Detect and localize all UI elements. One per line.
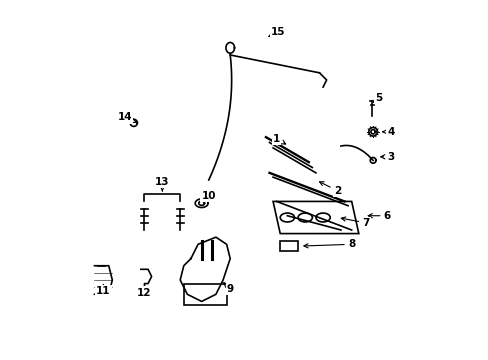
Text: 5: 5 bbox=[372, 93, 381, 103]
Text: 3: 3 bbox=[380, 152, 394, 162]
Text: 10: 10 bbox=[201, 191, 216, 201]
Text: 12: 12 bbox=[137, 286, 151, 297]
Text: 4: 4 bbox=[382, 127, 394, 137]
Text: 7: 7 bbox=[341, 217, 369, 228]
Text: 2: 2 bbox=[319, 182, 340, 196]
Text: 9: 9 bbox=[223, 282, 233, 294]
Text: 8: 8 bbox=[303, 239, 355, 249]
Text: 11: 11 bbox=[96, 284, 110, 296]
Text: 13: 13 bbox=[155, 177, 169, 191]
Text: 6: 6 bbox=[367, 211, 390, 221]
Text: 14: 14 bbox=[117, 112, 136, 123]
Text: 15: 15 bbox=[268, 27, 285, 37]
Text: 1: 1 bbox=[272, 134, 285, 144]
